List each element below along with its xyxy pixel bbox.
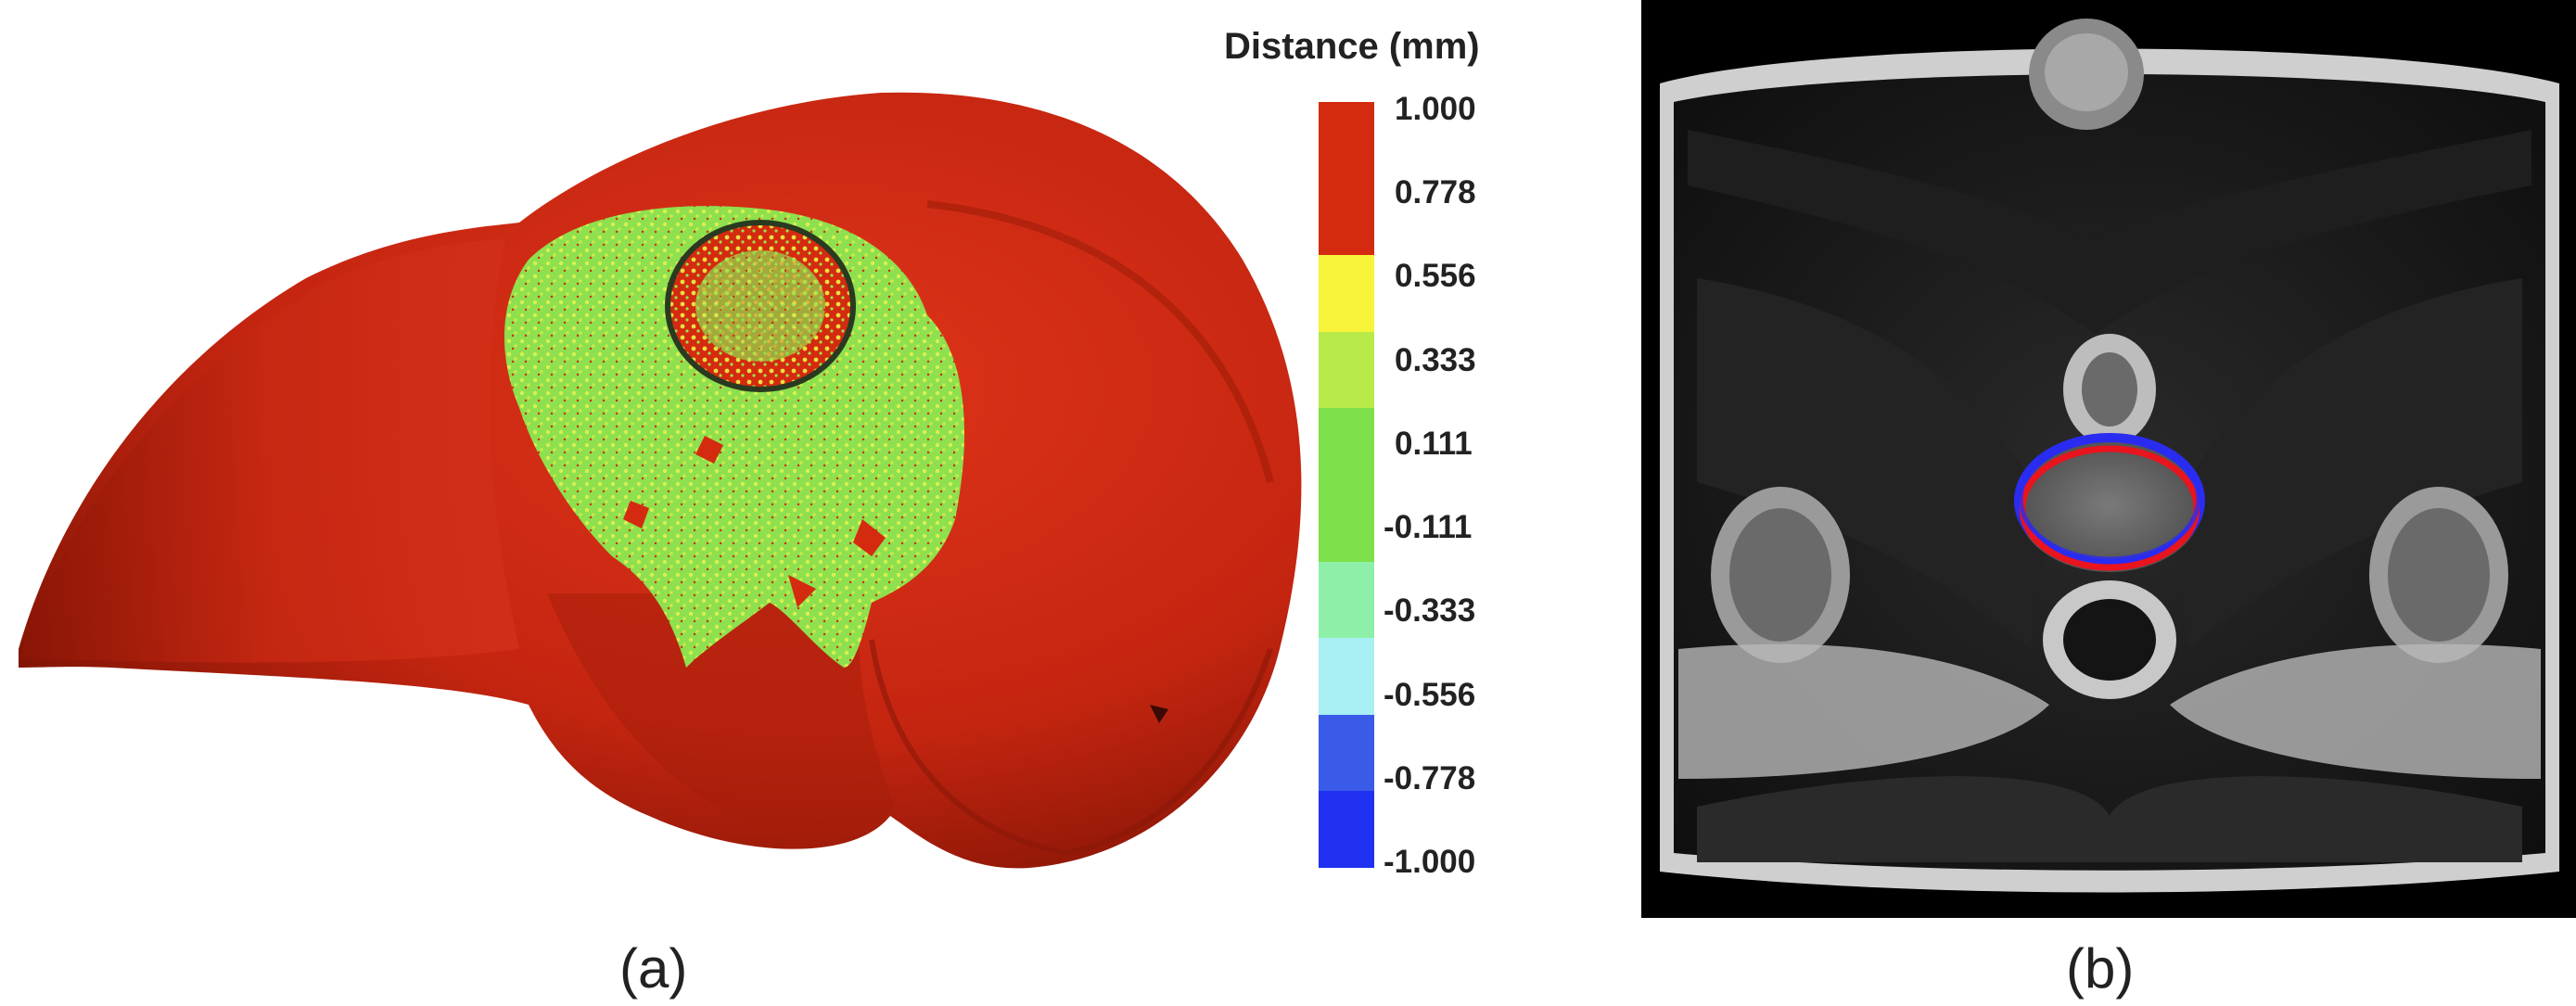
colorbar xyxy=(1319,102,1374,869)
panel-a: Distance (mm) 1.000 0.778 0.556 0.333 0.111 -… xyxy=(19,26,1480,1000)
colorbar-segment xyxy=(1319,331,1374,409)
colorbar-tick-label: -1.000 xyxy=(1384,844,1476,880)
colorbar-tick-label: 1.000 xyxy=(1395,91,1476,127)
colorbar-segment xyxy=(1319,561,1374,639)
colorbar-segment xyxy=(1319,714,1374,792)
colorbar-segment xyxy=(1319,791,1374,869)
colorbar-tick-label: 0.556 xyxy=(1395,258,1476,295)
colorbar-tick-label: -0.556 xyxy=(1384,676,1476,713)
panel-b: (b) xyxy=(1641,0,2576,1000)
liver-surface-render xyxy=(19,92,1302,869)
legend-title: Distance (mm) xyxy=(1224,26,1480,67)
colorbar-segment xyxy=(1319,178,1374,256)
colorbar-segment xyxy=(1319,638,1374,716)
colorbar-tick-label: -0.111 xyxy=(1384,509,1473,546)
colorbar-tick-label: -0.333 xyxy=(1384,592,1476,630)
prostate-gland xyxy=(2017,439,2202,572)
colorbar-tick-label: 0.111 xyxy=(1395,425,1473,462)
colorbar-segment xyxy=(1319,408,1374,486)
mri-axial-slice xyxy=(1641,0,2576,918)
colorbar-tick-label: 0.333 xyxy=(1395,341,1476,378)
colorbar-segment xyxy=(1319,485,1374,563)
colorbar-segment xyxy=(1319,102,1374,180)
caption-b: (b) xyxy=(2066,937,2135,1000)
colorbar-tick-label: -0.778 xyxy=(1384,759,1476,796)
colorbar-segment xyxy=(1319,255,1374,333)
colorbar-tick-label: 0.778 xyxy=(1395,174,1476,211)
caption-a: (a) xyxy=(619,937,688,1000)
